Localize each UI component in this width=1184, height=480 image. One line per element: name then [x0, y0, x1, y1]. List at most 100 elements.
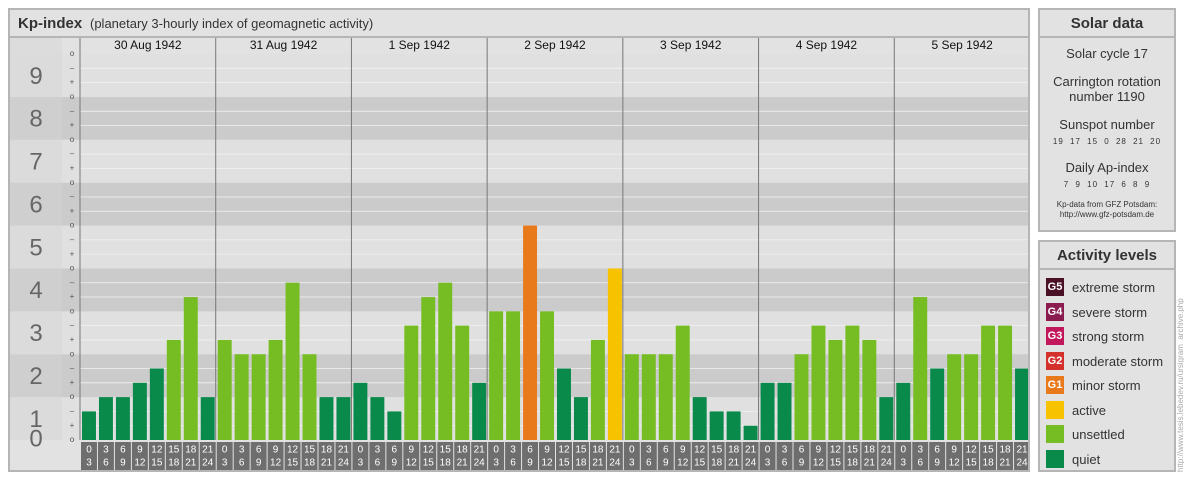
interval-label-box: [335, 442, 352, 470]
legend-label: moderate storm: [1072, 353, 1164, 369]
kp-bar: [590, 339, 605, 440]
interval-end-label: 3: [358, 458, 364, 469]
interval-start-label: 6: [392, 445, 398, 456]
y-subtick-label: +: [70, 249, 75, 258]
interval-end-label: 3: [493, 458, 499, 469]
legend-label: minor storm: [1072, 378, 1141, 393]
interval-end-label: 6: [646, 458, 652, 469]
interval-end-label: 12: [134, 458, 146, 469]
interval-start-label: 21: [881, 445, 893, 456]
interval-end-label: 18: [575, 458, 587, 469]
interval-end-label: 18: [711, 458, 723, 469]
interval-label-box: [606, 442, 623, 470]
interval-start-label: 6: [663, 445, 669, 456]
kp-bar: [794, 354, 809, 440]
y-tick-label: 5: [29, 234, 42, 261]
interval-start-label: 12: [694, 445, 706, 456]
interval-end-label: 12: [406, 458, 418, 469]
y-subtick-label: +: [70, 335, 75, 344]
interval-label-box: [861, 442, 878, 470]
interval-end-label: 18: [168, 458, 180, 469]
kp-bar: [200, 397, 215, 440]
kp-bar: [998, 325, 1013, 440]
interval-label-box: [522, 442, 539, 470]
kp-bar: [404, 325, 419, 440]
interval-label-box: [963, 442, 980, 470]
y-subtick-label: o: [70, 392, 75, 401]
interval-label-box: [827, 442, 844, 470]
interval-label-box: [657, 442, 674, 470]
kp-bar: [82, 411, 96, 440]
interval-end-label: 12: [813, 458, 825, 469]
kp-bar: [489, 311, 504, 440]
interval-label-box: [929, 442, 946, 470]
activity-levels-panel: Activity levels G5 extreme storm G4 severe …: [1038, 240, 1176, 472]
interval-end-label: 3: [86, 458, 92, 469]
interval-start-label: 6: [527, 445, 533, 456]
level-band: [10, 96, 1028, 140]
kp-bar: [319, 397, 334, 440]
y-subtick-label: –: [70, 149, 75, 158]
kp-bar: [675, 325, 690, 440]
interval-start-label: 9: [544, 445, 550, 456]
interval-label-box: [97, 442, 114, 470]
kp-bar: [811, 325, 826, 440]
kp-bar: [726, 411, 741, 440]
day-label: 5 Sep 1942: [931, 38, 993, 52]
interval-start-label: 18: [728, 445, 740, 456]
interval-end-label: 15: [966, 458, 978, 469]
source-line1: Kp-data from GFZ Potsdam:: [1056, 200, 1158, 209]
interval-label-box: [572, 442, 589, 470]
legend-label: active: [1072, 402, 1106, 418]
kp-bar: [302, 354, 317, 440]
interval-start-label: 12: [423, 445, 435, 456]
legend-swatch: [1046, 449, 1064, 468]
y-subtick-label: –: [70, 407, 75, 416]
interval-start-label: 21: [202, 445, 214, 456]
interval-end-label: 24: [609, 458, 621, 469]
interval-label-box: [759, 442, 776, 470]
interval-end-label: 21: [728, 458, 740, 469]
activity-levels-title: Activity levels: [1040, 242, 1174, 270]
kp-chart: 0123456789o+o+–o+–o+–o+–o+–o+–o+–o+–o–30…: [10, 38, 1028, 470]
interval-start-label: 9: [680, 445, 686, 456]
interval-start-label: 3: [375, 445, 381, 456]
interval-end-label: 9: [256, 458, 262, 469]
kp-bar: [421, 297, 436, 440]
interval-end-label: 9: [392, 458, 398, 469]
interval-start-label: 18: [999, 445, 1011, 456]
interval-start-label: 0: [629, 445, 635, 456]
interval-start-label: 12: [287, 445, 299, 456]
interval-start-label: 9: [137, 445, 143, 456]
legend-swatch: [1046, 400, 1064, 419]
interval-end-label: 18: [304, 458, 316, 469]
y-subtick-label: –: [70, 106, 75, 115]
interval-label-box: [623, 442, 640, 470]
interval-end-label: 24: [881, 458, 893, 469]
kp-bar: [217, 339, 232, 440]
y-subtick-label: +: [70, 378, 75, 387]
ap-values: 7 9 10 17 6 8 9: [1063, 180, 1151, 189]
interval-label-box: [403, 442, 420, 470]
interval-end-label: 18: [983, 458, 995, 469]
y-axis-background: [10, 38, 62, 440]
kp-bar: [930, 368, 945, 440]
interval-start-label: 6: [934, 445, 940, 456]
interval-start-label: 9: [951, 445, 957, 456]
interval-label-box: [267, 442, 284, 470]
interval-label-box: [980, 442, 997, 470]
level-band: [10, 182, 1028, 226]
kp-bar: [743, 425, 758, 440]
kp-bar: [387, 411, 402, 440]
legend-swatch: G4: [1046, 302, 1064, 321]
source-link[interactable]: http://www.gfz-potsdam.de: [1059, 210, 1155, 219]
interval-label-box: [946, 442, 963, 470]
interval-end-label: 24: [745, 458, 757, 469]
interval-label-box: [352, 442, 369, 470]
y-tick-label: 9: [29, 63, 42, 90]
interval-end-label: 6: [510, 458, 516, 469]
y-subtick-label: –: [70, 364, 75, 373]
chart-title: Kp-index: [18, 15, 83, 32]
kp-bar: [845, 325, 860, 440]
interval-end-label: 6: [917, 458, 923, 469]
